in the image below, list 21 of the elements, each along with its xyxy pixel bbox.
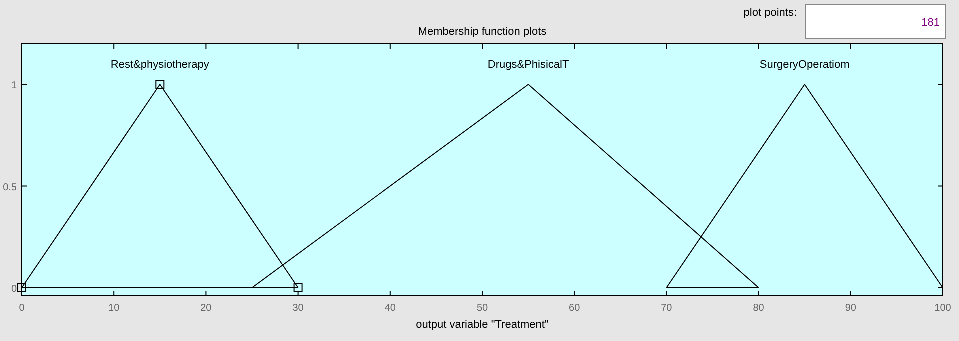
number-field: 181 [806, 4, 946, 40]
x-tick-label: 40 [384, 303, 396, 314]
x-tick-label: 90 [845, 303, 857, 314]
y-tick-label: 0 [11, 284, 18, 295]
y-tick-label: 0.5 [3, 182, 18, 194]
text: plot points: [744, 7, 797, 19]
legend-label: SurgeryOperatiom [760, 59, 850, 71]
x-tick-label: 30 [292, 303, 304, 314]
x-tick-label: 10 [108, 303, 120, 314]
legend-label: Rest&physiotherapy [110, 59, 210, 71]
legend-label: Drugs&PhisicalT [488, 59, 570, 71]
x-tick-label: 0 [19, 303, 26, 314]
x-tick-label: 60 [569, 303, 581, 314]
x-tick-label: 100 [934, 303, 952, 314]
x-axis-title: output variable "Treatment" [416, 319, 549, 331]
x-tick-label: 70 [661, 303, 673, 314]
x-tick-label: 20 [200, 303, 212, 314]
x-tick-label: 50 [476, 303, 488, 314]
chart-title: Membership function plots [418, 26, 548, 38]
x-tick-label: 80 [753, 303, 765, 314]
y-tick-label: 1 [11, 80, 18, 92]
